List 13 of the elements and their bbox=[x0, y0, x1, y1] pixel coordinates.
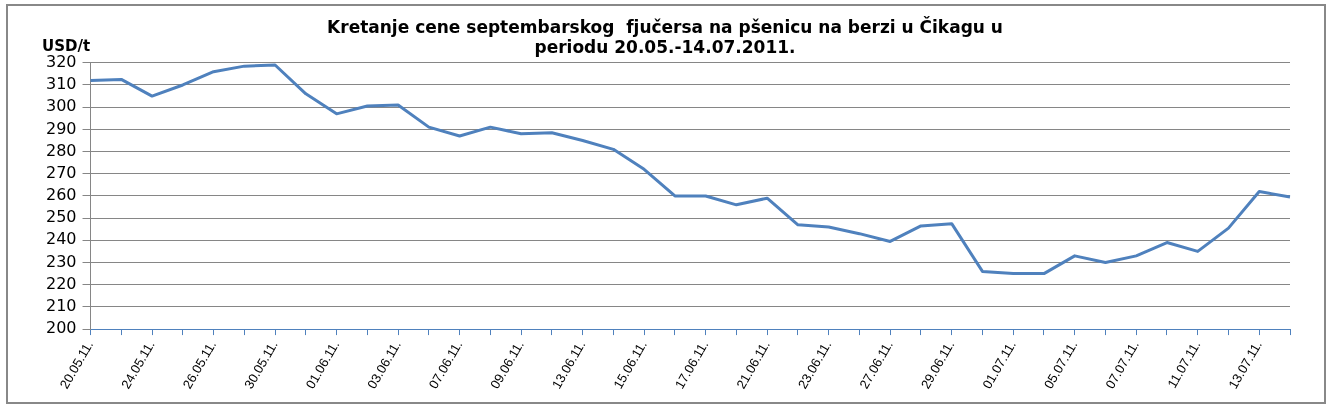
y-tick-label: 220 bbox=[45, 273, 77, 293]
y-tick-label: 300 bbox=[45, 96, 77, 116]
y-tick-label: 250 bbox=[45, 207, 77, 227]
y-tick-label: 200 bbox=[45, 318, 77, 338]
y-tick-label: 260 bbox=[45, 185, 77, 205]
y-tick-label: 270 bbox=[45, 162, 77, 182]
y-tick-label: 310 bbox=[45, 74, 77, 94]
y-tick-label: 210 bbox=[45, 296, 77, 316]
y-tick-label: 240 bbox=[45, 229, 77, 249]
y-tick-label: 290 bbox=[45, 118, 77, 138]
chart-title: Kretanje cene septembarskog fjučersa na pšenicu na berzi u Čikagu u periodu 20.05.-14.07.2011. bbox=[327, 15, 1003, 58]
y-tick-label: 280 bbox=[45, 140, 77, 160]
y-tick-label: 230 bbox=[45, 251, 77, 271]
